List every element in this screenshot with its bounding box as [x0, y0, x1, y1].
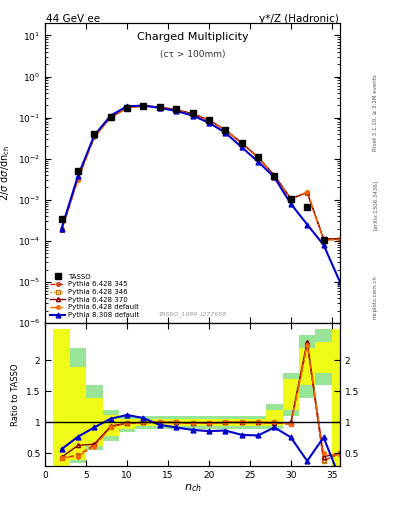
Legend: TASSO, Pythia 6.428 345, Pythia 6.428 346, Pythia 6.428 370, Pythia 6.428 defaul: TASSO, Pythia 6.428 345, Pythia 6.428 34…: [49, 272, 141, 319]
Text: [arXiv:1306.3436]: [arXiv:1306.3436]: [373, 180, 378, 230]
Text: Rivet 3.1.10, ≥ 3.2M events: Rivet 3.1.10, ≥ 3.2M events: [373, 74, 378, 151]
Text: 44 GeV ee: 44 GeV ee: [46, 14, 101, 25]
Text: γ*/Z (Hadronic): γ*/Z (Hadronic): [259, 14, 339, 25]
Text: mcplots.cern.ch: mcplots.cern.ch: [373, 275, 378, 319]
X-axis label: $n_{ch}$: $n_{ch}$: [184, 482, 202, 495]
Text: Charged Multiplicity: Charged Multiplicity: [137, 32, 248, 42]
Y-axis label: Ratio to TASSO: Ratio to TASSO: [11, 363, 20, 426]
Text: (cτ > 100mm): (cτ > 100mm): [160, 50, 225, 59]
Y-axis label: 2/$\sigma$ d$\sigma$/dn$_{\rm ch}$: 2/$\sigma$ d$\sigma$/dn$_{\rm ch}$: [0, 145, 12, 201]
Text: TASSO_1989_I277658: TASSO_1989_I277658: [158, 311, 227, 317]
